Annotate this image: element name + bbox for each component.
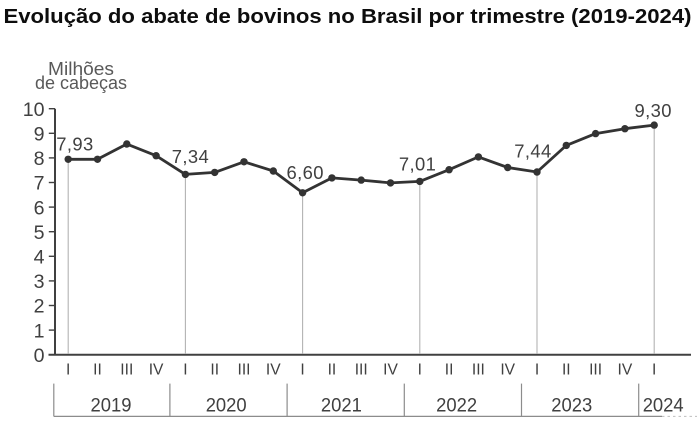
svg-text:IV: IV [149,361,164,378]
svg-text:7,34: 7,34 [172,146,209,167]
svg-text:0: 0 [34,345,45,367]
svg-text:2: 2 [34,296,45,318]
svg-text:II: II [210,361,219,378]
svg-text:I: I [418,361,422,378]
svg-text:8: 8 [34,148,45,170]
svg-text:7,93: 7,93 [56,133,93,154]
svg-text:7,44: 7,44 [514,141,551,162]
svg-text:II: II [93,361,102,378]
svg-text:4: 4 [34,247,45,269]
svg-text:II: II [445,361,454,378]
svg-text:I: I [66,361,70,378]
svg-text:2021: 2021 [321,395,362,417]
svg-text:3: 3 [34,271,45,293]
svg-text:III: III [472,361,485,378]
svg-text:III: III [355,361,368,378]
svg-text:1: 1 [34,320,45,342]
svg-text:6: 6 [34,197,45,219]
svg-text:IV: IV [383,361,398,378]
svg-text:Milhões: Milhões [48,59,114,79]
svg-text:de cabeças: de cabeças [35,73,127,93]
svg-text:III: III [120,361,133,378]
svg-text:Evolução do abate de bovinos n: Evolução do abate de bovinos no Brasil p… [4,5,692,28]
svg-text:II: II [328,361,337,378]
svg-text:IV: IV [266,361,281,378]
svg-text:7: 7 [34,173,45,195]
svg-text:I: I [652,361,656,378]
svg-text:III: III [238,361,251,378]
svg-text:9,30: 9,30 [634,100,671,121]
svg-text:III: III [589,361,602,378]
svg-text:6,60: 6,60 [286,162,323,183]
svg-text:9: 9 [34,124,45,146]
svg-text:2020: 2020 [206,395,247,417]
svg-text:2024: 2024 [643,395,684,417]
svg-text:I: I [535,361,539,378]
svg-text:2019: 2019 [91,395,132,417]
svg-text:7,01: 7,01 [399,154,436,175]
svg-text:IV: IV [500,361,515,378]
svg-text:5: 5 [34,222,45,244]
svg-text:I: I [183,361,187,378]
svg-text:10: 10 [23,99,45,121]
svg-text:IV: IV [618,361,633,378]
svg-text:II: II [562,361,571,378]
svg-text:2022: 2022 [436,395,477,417]
svg-text:2023: 2023 [551,395,592,417]
svg-text:I: I [300,361,304,378]
